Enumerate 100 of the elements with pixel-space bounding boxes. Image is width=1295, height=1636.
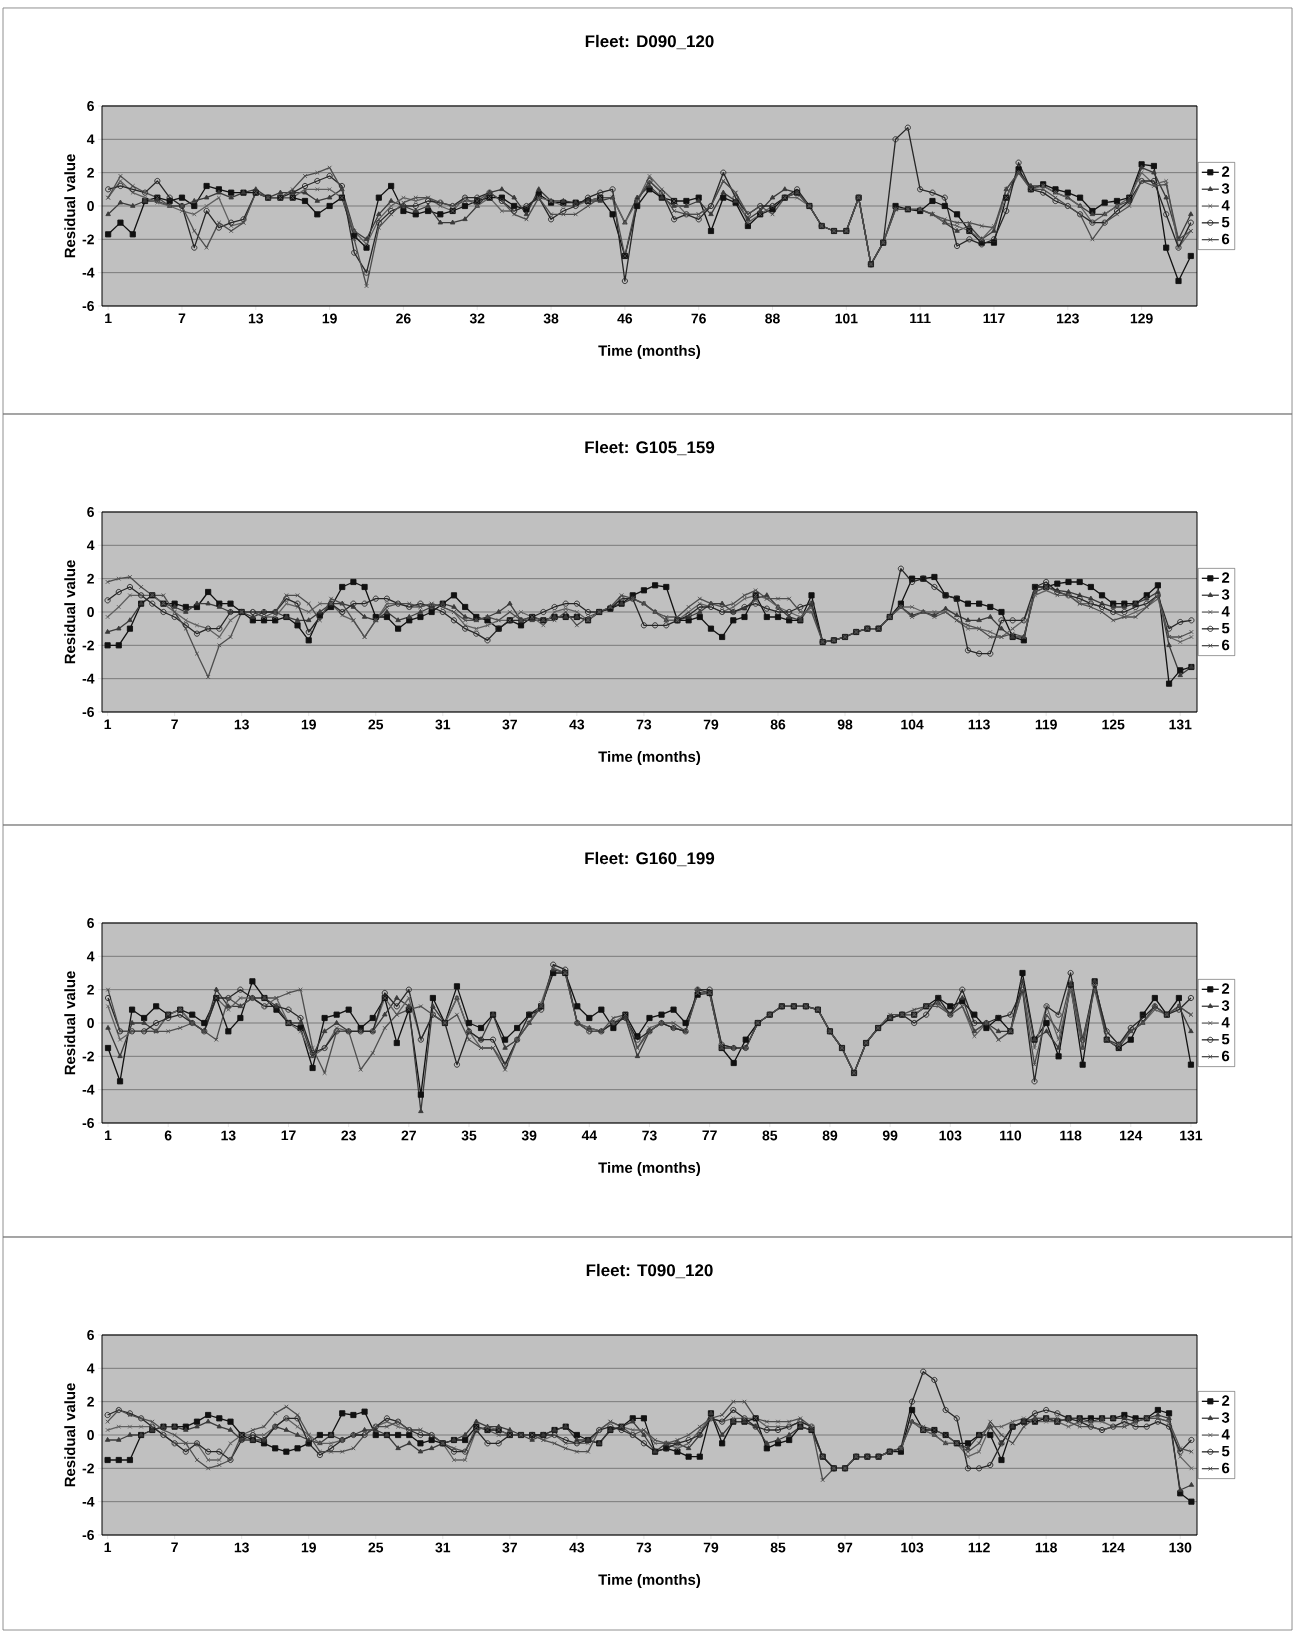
x-axis-title: Time (months) xyxy=(598,1162,701,1176)
x-tick-label: 76 xyxy=(691,313,706,324)
y-axis-title: Residual value xyxy=(64,1383,76,1487)
y-tick-label: 4 xyxy=(86,540,95,551)
chart-title: Fleet: G160_199 xyxy=(585,851,715,867)
x-tick-label: 43 xyxy=(569,1542,585,1553)
x-tick-label: 73 xyxy=(636,719,652,730)
y-tick-label: -2 xyxy=(82,640,94,651)
x-tick-label: 19 xyxy=(301,719,316,730)
legend-label: 3 xyxy=(1221,183,1230,194)
x-tick-label: 1 xyxy=(105,313,112,324)
x-tick-label: 19 xyxy=(322,313,337,324)
y-tick-label: 6 xyxy=(87,918,94,928)
legend-label: 3 xyxy=(1221,589,1230,600)
y-tick-label: -6 xyxy=(82,1118,94,1128)
x-tick-label: 112 xyxy=(968,1542,990,1553)
y-tick-label: 2 xyxy=(87,167,94,178)
x-tick-label: 19 xyxy=(301,1542,316,1553)
x-tick-label: 110 xyxy=(1000,1130,1022,1141)
x-tick-label: 31 xyxy=(435,1542,451,1553)
x-tick-label: 1 xyxy=(105,1130,112,1141)
y-tick-label: 0 xyxy=(87,1430,94,1440)
x-axis-title: Time (months) xyxy=(598,751,701,765)
legend-label: 2 xyxy=(1221,983,1230,994)
x-axis-title: Time (months) xyxy=(598,345,701,359)
y-tick-label: 4 xyxy=(86,134,95,145)
x-tick-label: 27 xyxy=(401,1130,416,1141)
chart-title: Fleet: D090_120 xyxy=(585,34,714,50)
legend-label: 5 xyxy=(1221,1033,1230,1045)
y-tick-label: 2 xyxy=(87,984,94,995)
y-tick-label: -6 xyxy=(82,1530,94,1540)
y-tick-label: 0 xyxy=(87,1018,94,1028)
x-tick-label: 99 xyxy=(882,1130,898,1141)
x-tick-label: 7 xyxy=(171,1542,178,1553)
x-tick-label: 124 xyxy=(1102,1542,1125,1553)
y-tick-label: 6 xyxy=(87,507,94,517)
x-tick-label: 89 xyxy=(822,1130,838,1141)
x-tick-label: 111 xyxy=(910,313,931,324)
legend-label: 3 xyxy=(1221,1000,1230,1011)
y-tick-label: -6 xyxy=(82,707,94,717)
x-tick-label: 17 xyxy=(281,1130,296,1141)
y-tick-label: -2 xyxy=(82,234,94,245)
y-axis-title: Residual value xyxy=(64,971,76,1075)
x-tick-label: 79 xyxy=(703,719,719,730)
legend-label: 2 xyxy=(1221,166,1230,177)
legend-label: 6 xyxy=(1222,1462,1230,1474)
x-tick-label: 37 xyxy=(502,1542,517,1553)
x-tick-label: 85 xyxy=(770,1542,786,1553)
x-tick-label: 1 xyxy=(104,719,112,730)
legend-label: 6 xyxy=(1222,639,1230,651)
legend-label: 4 xyxy=(1221,606,1230,617)
x-tick-label: 125 xyxy=(1102,719,1125,730)
legend-label: 5 xyxy=(1221,216,1230,228)
x-tick-label: 97 xyxy=(837,1542,853,1553)
y-tick-label: 0 xyxy=(87,201,94,211)
x-tick-label: 119 xyxy=(1035,719,1057,730)
x-tick-label: 6 xyxy=(164,1130,172,1141)
x-tick-label: 13 xyxy=(248,313,264,324)
y-tick-label: -4 xyxy=(82,673,95,684)
x-tick-label: 73 xyxy=(642,1130,657,1141)
x-tick-label: 103 xyxy=(901,1542,924,1553)
y-tick-label: 4 xyxy=(86,1363,95,1374)
x-tick-label: 25 xyxy=(368,1542,384,1553)
legend-label: 4 xyxy=(1221,1017,1230,1028)
x-tick-label: 131 xyxy=(1169,719,1192,730)
x-tick-label: 13 xyxy=(234,1542,249,1553)
y-axis-title: Residual value xyxy=(64,560,76,664)
x-tick-label: 118 xyxy=(1035,1542,1057,1553)
y-tick-label: 2 xyxy=(87,1396,94,1407)
x-tick-label: 23 xyxy=(341,1130,356,1141)
x-tick-label: 25 xyxy=(368,719,384,730)
x-tick-label: 118 xyxy=(1060,1130,1082,1141)
x-tick-label: 44 xyxy=(581,1130,597,1141)
x-tick-label: 7 xyxy=(171,719,178,730)
y-tick-label: 2 xyxy=(87,573,94,584)
x-tick-label: 39 xyxy=(521,1130,537,1141)
x-tick-label: 77 xyxy=(702,1130,717,1141)
legend-label: 4 xyxy=(1221,1429,1230,1440)
legend-label: 5 xyxy=(1221,622,1230,634)
x-tick-label: 101 xyxy=(835,313,858,324)
chart-title: Fleet: T090_120 xyxy=(586,1263,713,1279)
x-tick-label: 13 xyxy=(221,1130,236,1141)
x-tick-label: 32 xyxy=(469,313,485,324)
legend-label: 6 xyxy=(1221,1050,1230,1062)
x-tick-label: 86 xyxy=(770,719,786,730)
x-tick-label: 73 xyxy=(636,1542,652,1553)
x-tick-label: 113 xyxy=(968,719,990,730)
y-axis-title: Residual value xyxy=(64,154,76,258)
x-tick-label: 104 xyxy=(901,719,924,730)
x-tick-label: 88 xyxy=(765,313,780,324)
x-tick-label: 1 xyxy=(104,1542,112,1553)
legend-label: 2 xyxy=(1222,1395,1230,1406)
x-tick-label: 103 xyxy=(939,1130,962,1141)
x-tick-label: 13 xyxy=(234,719,249,730)
legend-label: 6 xyxy=(1222,233,1230,245)
x-tick-label: 38 xyxy=(543,313,559,324)
y-tick-label: -4 xyxy=(82,267,95,278)
x-tick-label: 85 xyxy=(762,1130,778,1141)
x-tick-label: 37 xyxy=(502,719,517,730)
x-tick-label: 79 xyxy=(703,1542,719,1553)
